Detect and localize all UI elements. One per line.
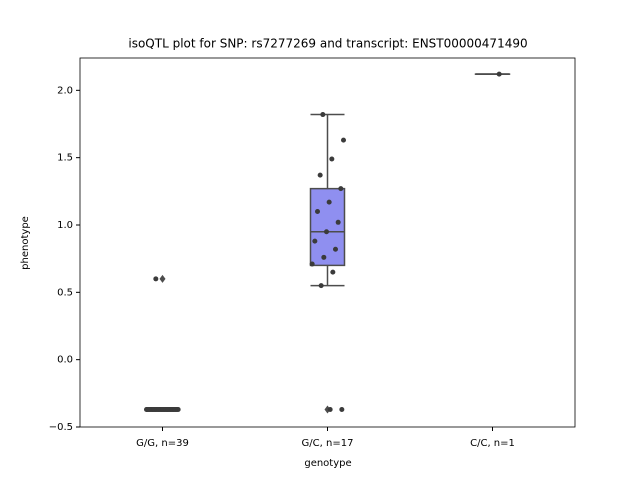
- point: [312, 239, 317, 244]
- point: [497, 72, 502, 77]
- x-tick-label: G/C, n=17: [302, 438, 354, 449]
- x-axis-label: genotype: [304, 458, 351, 469]
- point: [341, 138, 346, 143]
- point: [165, 407, 170, 412]
- point: [336, 220, 341, 225]
- chart-title: isoQTL plot for SNP: rs7277269 and trans…: [128, 37, 527, 51]
- point: [315, 209, 320, 214]
- point: [330, 270, 335, 275]
- y-tick-label: 1.0: [57, 220, 73, 231]
- y-tick-label: 2.0: [57, 85, 73, 96]
- point: [324, 229, 329, 234]
- y-tick-label: −0.5: [49, 422, 73, 433]
- point: [319, 283, 324, 288]
- point: [153, 276, 158, 281]
- point: [339, 407, 344, 412]
- x-tick-label: C/C, n=1: [470, 438, 515, 449]
- point: [333, 247, 338, 252]
- point: [338, 186, 343, 191]
- point: [321, 255, 326, 260]
- flier: [160, 275, 166, 283]
- x-tick-label: G/G, n=39: [136, 438, 189, 449]
- point: [320, 112, 325, 117]
- point: [327, 200, 332, 205]
- point: [156, 407, 161, 412]
- point: [328, 407, 333, 412]
- point: [144, 407, 149, 412]
- box: [311, 189, 345, 266]
- y-axis-label: phenotype: [20, 216, 31, 270]
- y-tick-label: 1.5: [57, 153, 73, 164]
- point: [310, 262, 315, 267]
- y-tick-label: 0.0: [57, 355, 73, 366]
- point: [329, 157, 334, 162]
- point: [318, 173, 323, 178]
- y-tick-label: 0.5: [57, 287, 73, 298]
